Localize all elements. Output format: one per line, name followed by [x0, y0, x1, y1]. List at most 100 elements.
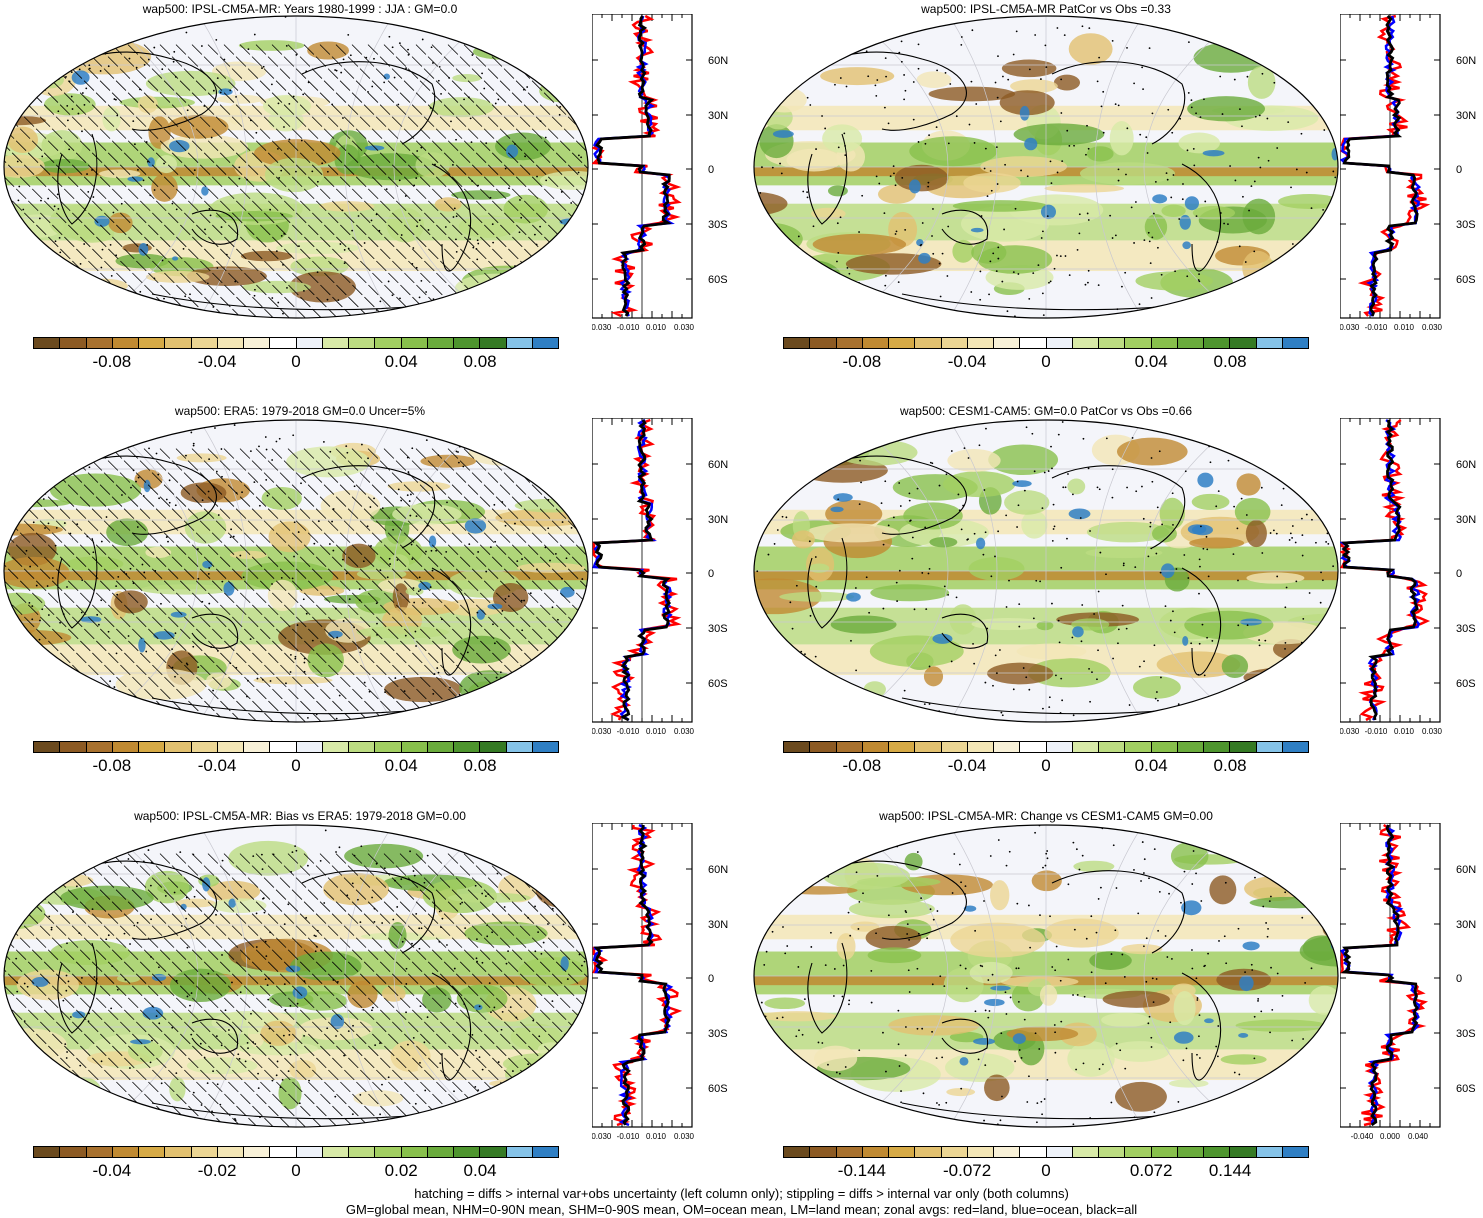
- zonal-tick-label: 0.030: [674, 1132, 695, 1141]
- zonal-tick-label: 0.040: [1408, 1132, 1429, 1141]
- zonal-tick-label: -0.010: [617, 323, 640, 332]
- colorbar-swatch: [112, 1147, 139, 1157]
- colorbar-swatch: [139, 338, 166, 348]
- latitude-label: 60N: [708, 55, 728, 67]
- colorbar-swatch: [1125, 338, 1152, 348]
- colorbar-swatch: [296, 338, 323, 348]
- panel-title: wap500: IPSL-CM5A-MR: Change vs CESM1-CA…: [879, 809, 1213, 823]
- all-zonal-curve: [1341, 419, 1419, 721]
- colorbar-swatch: [1072, 1147, 1099, 1157]
- colorbar-swatch: [401, 742, 428, 752]
- colorbar-swatch: [191, 1147, 218, 1157]
- colorbar-swatch: [810, 338, 837, 348]
- world-map: [752, 14, 1340, 325]
- latitude-label: 60S: [708, 274, 728, 286]
- zonal-tick-label: 0.010: [646, 1132, 667, 1141]
- colorbar-swatch: [322, 742, 349, 752]
- zonal-tick-label: 0.010: [646, 727, 667, 736]
- colorbar-swatch: [1204, 1147, 1231, 1157]
- zonal-tick-label: -0.030: [592, 323, 612, 332]
- latitude-label: 60N: [708, 459, 728, 471]
- colorbar-swatch: [1230, 338, 1257, 348]
- colorbar-swatch: [810, 742, 837, 752]
- latitude-label: 60S: [708, 678, 728, 690]
- colorbar-swatch: [1020, 742, 1047, 752]
- zonal-tick-label: -0.010: [617, 1132, 640, 1141]
- colorbar-swatch: [1151, 338, 1178, 348]
- colorbar-swatch: [217, 742, 244, 752]
- latitude-label: 30S: [708, 1028, 728, 1040]
- colorbar-swatch: [34, 1147, 61, 1157]
- colorbar-swatch: [270, 338, 297, 348]
- map-plot: [3, 419, 589, 723]
- colorbar-swatch: [1282, 1147, 1308, 1157]
- colorbar-swatch: [217, 338, 244, 348]
- colorbar-label: -0.04: [92, 1161, 132, 1180]
- colorbar-label: 0.08: [1213, 756, 1247, 775]
- zonal-tick-label: 0.000: [1380, 1132, 1401, 1141]
- colorbar-label: -0.04: [197, 756, 237, 775]
- map-plot: [753, 824, 1339, 1128]
- latitude-label: 60N: [1456, 55, 1476, 67]
- colorbar-swatch: [994, 338, 1021, 348]
- colorbar-swatch: [191, 338, 218, 348]
- colorbar-swatch: [401, 1147, 428, 1157]
- latitude-label: 60S: [1456, 1083, 1476, 1095]
- colorbar-swatch: [1282, 742, 1308, 752]
- colorbar-swatch: [1204, 338, 1231, 348]
- latitude-label: 0: [1456, 164, 1462, 176]
- latitude-label: 0: [1456, 973, 1462, 985]
- colorbar-swatch: [454, 1147, 481, 1157]
- colorbar-swatch: [375, 1147, 402, 1157]
- world-map: [752, 823, 1340, 1134]
- zonal-tick-label: 0.030: [674, 323, 695, 332]
- colorbar-label: 0: [1041, 352, 1051, 371]
- colorbar-swatch: [1256, 1147, 1283, 1157]
- caption-line-1: hatching = diffs > internal var+obs unce…: [414, 1186, 1069, 1201]
- colorbar-swatch: [994, 1147, 1021, 1157]
- zonal-tick-label: -0.030: [1340, 727, 1360, 736]
- colorbar-swatch: [112, 338, 139, 348]
- latitude-label: 60N: [1456, 864, 1476, 876]
- zonal-tick-label: 0.010: [646, 323, 667, 332]
- colorbar-swatch: [915, 1147, 942, 1157]
- latitude-label: 60S: [1456, 678, 1476, 690]
- colorbar: [33, 1146, 559, 1158]
- colorbar-swatch: [1020, 338, 1047, 348]
- panel-title: wap500: IPSL-CM5A-MR: Bias vs ERA5: 1979…: [134, 809, 466, 823]
- colorbar-swatch: [217, 1147, 244, 1157]
- colorbar-swatch: [427, 338, 454, 348]
- colorbar-label: 0: [291, 352, 301, 371]
- colorbar-swatch: [86, 338, 113, 348]
- colorbar-swatch: [532, 1147, 558, 1157]
- latitude-label: 60N: [708, 864, 728, 876]
- colorbar-swatch: [454, 742, 481, 752]
- colorbar-swatch: [1099, 742, 1126, 752]
- colorbar-swatch: [784, 742, 811, 752]
- colorbar-swatch: [296, 1147, 323, 1157]
- colorbar-swatch: [191, 742, 218, 752]
- zonal-tick-label: -0.040: [1351, 1132, 1374, 1141]
- colorbar-swatch: [1256, 338, 1283, 348]
- colorbar-swatch: [401, 338, 428, 348]
- colorbar: [783, 337, 1309, 349]
- colorbar-swatch: [506, 1147, 533, 1157]
- latitude-label: 30S: [708, 623, 728, 635]
- colorbar-swatch: [480, 1147, 507, 1157]
- colorbar-swatch: [1072, 742, 1099, 752]
- latitude-label: 30S: [1456, 1028, 1476, 1040]
- zonal-tick-label: 0.010: [1394, 323, 1415, 332]
- colorbar-swatch: [967, 338, 994, 348]
- colorbar-swatch: [427, 1147, 454, 1157]
- latitude-label: 60S: [1456, 274, 1476, 286]
- colorbar-label: 0: [1041, 756, 1051, 775]
- colorbar-label: 0.08: [463, 756, 497, 775]
- latitude-label: 30S: [1456, 219, 1476, 231]
- colorbar-swatch: [165, 1147, 192, 1157]
- colorbar-swatch: [836, 1147, 863, 1157]
- colorbar-swatch: [349, 338, 376, 348]
